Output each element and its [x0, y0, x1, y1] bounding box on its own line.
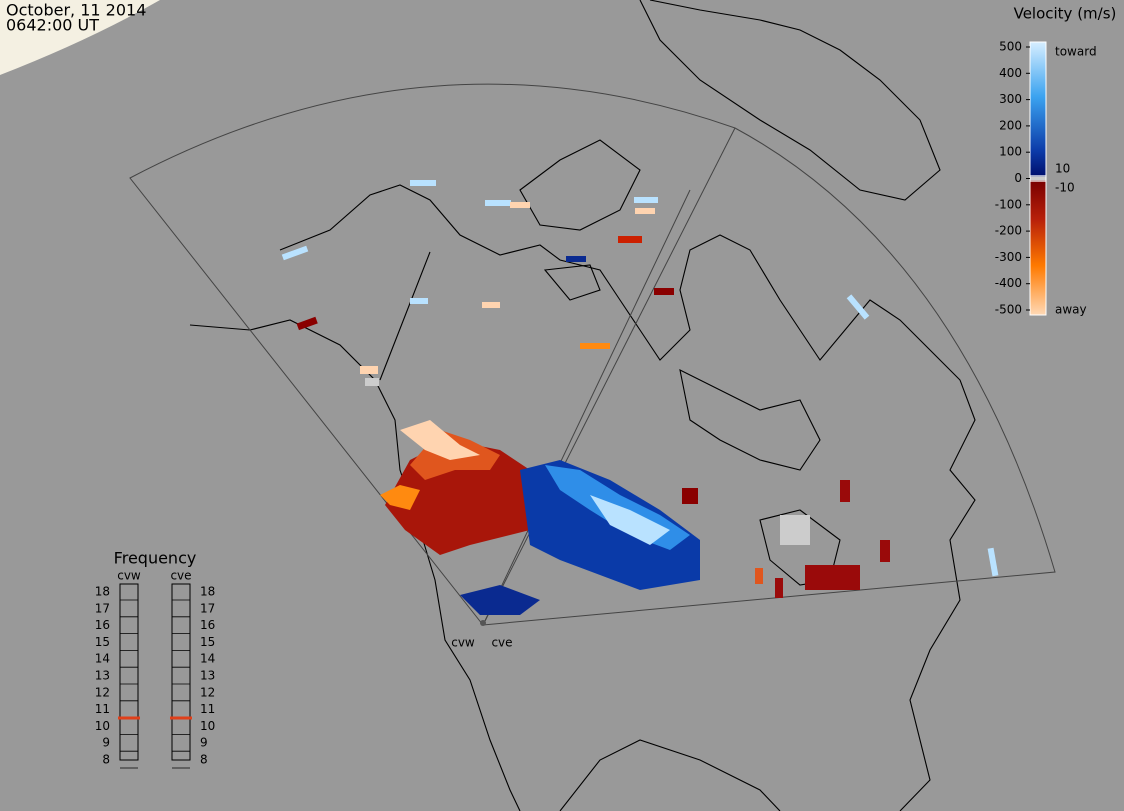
colorbar-inner-label: 10 [1055, 161, 1070, 175]
frequency-tick-label: 17 [200, 601, 215, 615]
frequency-box [119, 583, 139, 761]
frequency-box [171, 583, 191, 761]
frequency-tick-label: 14 [95, 652, 110, 666]
colorbar-tick-label: 300 [999, 92, 1022, 106]
station-dot [480, 620, 486, 626]
station-label: cve [491, 636, 512, 650]
colorbar-tick-label: -400 [995, 276, 1022, 290]
colorbar-top-label: toward [1055, 45, 1097, 59]
frequency-tick-label: 9 [102, 736, 110, 750]
radar-name: cve [170, 569, 191, 583]
colorbar-tick-label: 500 [999, 40, 1022, 54]
colorbar-tick-label: 100 [999, 145, 1022, 159]
colorbar [1029, 41, 1047, 316]
station-label: cvw [451, 636, 475, 650]
frequency-tick-label: 9 [200, 736, 208, 750]
frequency-tick-label: 12 [95, 685, 110, 699]
frequency-tick-label: 11 [200, 702, 215, 716]
colorbar-bottom-label: away [1055, 303, 1087, 317]
coastlines [189, 0, 976, 811]
frequency-tick-label: 18 [95, 585, 110, 599]
colorbar-title: Velocity (m/s) [1014, 5, 1117, 23]
frequency-tick-label: 15 [200, 635, 215, 649]
frequency-tick-label: 17 [95, 601, 110, 615]
frequency-tick-label: 12 [200, 685, 215, 699]
frequency-tick-label: 14 [200, 652, 215, 666]
frequency-tick-label: 18 [200, 585, 215, 599]
frequency-tick-label: 16 [95, 618, 110, 632]
time: 0642:00 UT [6, 16, 99, 35]
frequency-tick-label: 13 [95, 669, 110, 683]
radar-fans [129, 83, 1056, 626]
colorbar-tick-label: 200 [999, 118, 1022, 132]
colorbar-tick-label: -300 [995, 250, 1022, 264]
colorbar-tick-label: -200 [995, 224, 1022, 238]
frequency-tick-label: 10 [95, 719, 110, 733]
frequency-tick-label: 10 [200, 719, 215, 733]
colorbar-inner-label: -10 [1055, 181, 1075, 195]
frequency-tick-label: 13 [200, 669, 215, 683]
echoes [281, 180, 999, 615]
date: October, 11 2014 [6, 1, 146, 20]
radar-name: cvw [117, 569, 141, 583]
frequency-tick-label: 11 [95, 702, 110, 716]
frequency-tick-label: 8 [200, 753, 208, 767]
colorbar-tick-label: 400 [999, 66, 1022, 80]
colorbar-tick-label: -100 [995, 197, 1022, 211]
frequency-tick-label: 16 [200, 618, 215, 632]
colorbar-tick-label: 0 [1014, 171, 1022, 185]
colorbar-tick-label: -500 [995, 303, 1022, 317]
daylight-region [0, 0, 160, 75]
frequency-title: Frequency [114, 549, 197, 568]
frequency-tick-label: 15 [95, 635, 110, 649]
frequency-tick-label: 8 [102, 753, 110, 767]
